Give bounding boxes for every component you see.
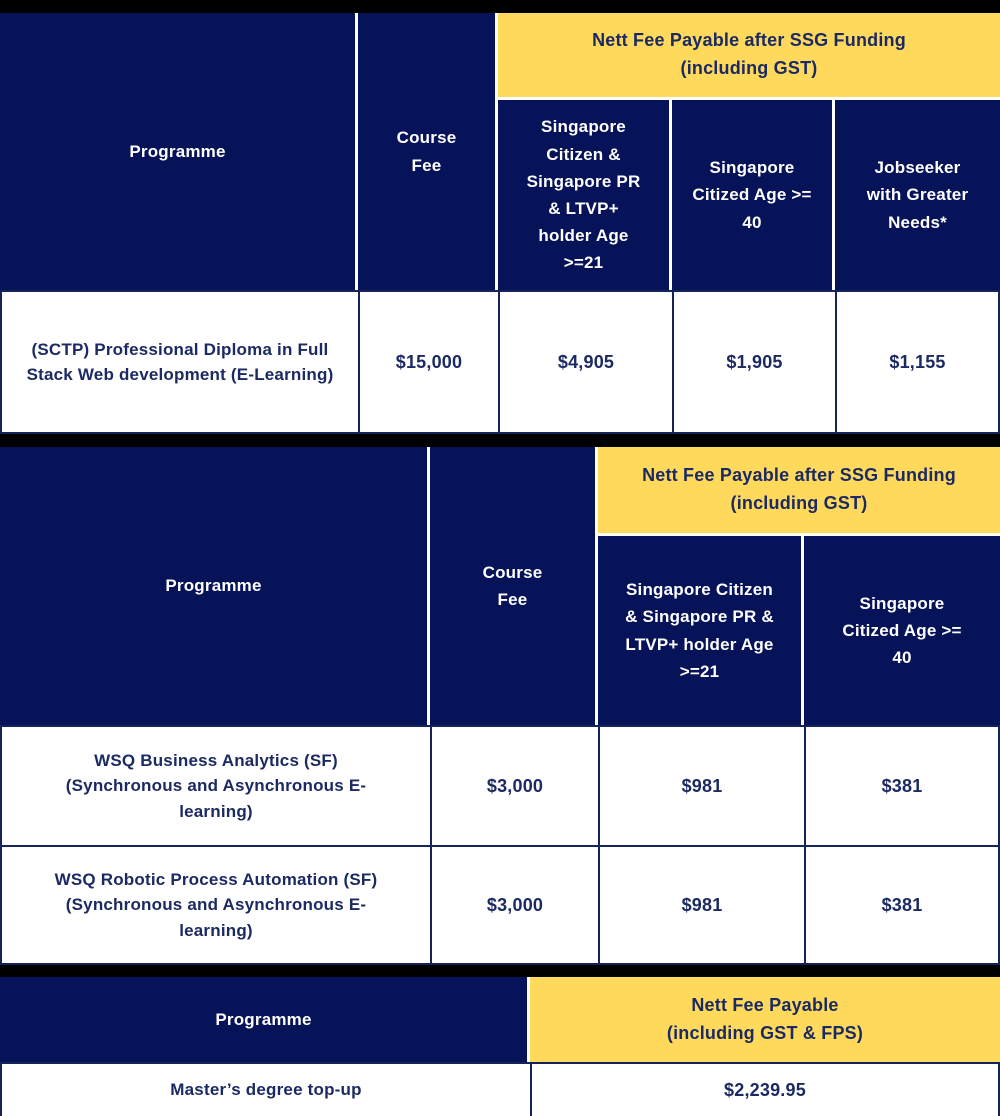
fee-value: $15,000 [395, 351, 463, 372]
fee-value: $3,000 [486, 894, 544, 915]
subheader-label: Jobseeker with Greater Needs* [866, 158, 969, 232]
nett-fee-cell: $2,239.95 [530, 1062, 1000, 1116]
course-fee-header-label: Course Fee [396, 128, 457, 175]
fee-value: $381 [881, 775, 923, 796]
nett-fee-header-cell: Nett Fee Payable after SSG Funding (incl… [498, 13, 1000, 100]
course-fee-header-label: Course Fee [482, 562, 543, 609]
programme-name: WSQ Robotic Process Automation (SF) (Syn… [54, 869, 378, 940]
subheader-cell-citizen-40: Singapore Citized Age >= 40 [804, 536, 1000, 725]
programme-cell: WSQ Robotic Process Automation (SF) (Syn… [0, 845, 430, 965]
subheader-label: Singapore Citized Age >= 40 [842, 593, 962, 668]
programme-name: Master’s degree top-up [170, 1080, 362, 1100]
subheader-cell-citizen-pr-ltvp: Singapore Citizen & Singapore PR & LTVP+… [598, 536, 804, 725]
nett-fee-header-label: Nett Fee Payable after SSG Funding (incl… [592, 30, 906, 78]
fee-value: $3,000 [486, 775, 544, 796]
nett-fee-cell-jobseeker: $1,155 [835, 290, 1000, 434]
middle-separator-bar-1 [0, 434, 1000, 447]
fee-value: $981 [681, 894, 723, 915]
nett-fee-header-label: Nett Fee Payable (including GST & FPS) [666, 994, 864, 1043]
fee-value: $4,905 [557, 351, 615, 372]
fees-table-sctp: Programme Course Fee Nett Fee Payable af… [0, 13, 1000, 434]
programme-header-cell: Programme [0, 13, 358, 290]
fee-value: $1,905 [726, 351, 783, 372]
fee-value: $2,239.95 [724, 1079, 806, 1100]
course-fee-cell: $15,000 [358, 290, 498, 434]
subheader-cell-citizen-pr-ltvp: Singapore Citizen & Singapore PR & LTVP+… [498, 100, 672, 290]
programme-header-cell: Programme [0, 977, 530, 1062]
fees-table-wsq: Programme Course Fee Nett Fee Payable af… [0, 447, 1000, 965]
fee-value: $981 [681, 775, 723, 796]
course-fee-header-cell: Course Fee [358, 13, 498, 290]
top-separator-bar [0, 0, 1000, 13]
programme-name: (SCTP) Professional Diploma in Full Stac… [26, 339, 334, 385]
fee-value: $381 [881, 894, 923, 915]
programme-header-cell: Programme [0, 447, 430, 725]
subheader-label: Singapore Citizen & Singapore PR & LTVP+… [526, 117, 641, 273]
subheader-label: Singapore Citizen & Singapore PR & LTVP+… [625, 580, 774, 681]
programme-header-label: Programme [165, 576, 262, 596]
programme-header-label: Programme [129, 141, 226, 161]
nett-fee-header-label: Nett Fee Payable after SSG Funding (incl… [642, 465, 956, 513]
programme-header-label: Programme [215, 1009, 312, 1029]
nett-fee-cell-citizen-40: $1,905 [672, 290, 835, 434]
subheader-cell-citizen-40: Singapore Citized Age >= 40 [672, 100, 835, 290]
nett-fee-header-cell: Nett Fee Payable after SSG Funding (incl… [598, 447, 1000, 536]
nett-fee-cell-citizen-pr-ltvp: $981 [598, 725, 804, 845]
nett-fee-cell-citizen-pr-ltvp: $4,905 [498, 290, 672, 434]
course-fee-cell: $3,000 [430, 845, 598, 965]
programme-name: WSQ Business Analytics (SF) (Synchronous… [65, 750, 367, 821]
middle-separator-bar-2 [0, 965, 1000, 977]
fees-table-masters: Programme Nett Fee Payable (including GS… [0, 977, 1000, 1116]
programme-cell: Master’s degree top-up [0, 1062, 530, 1116]
programme-cell: (SCTP) Professional Diploma in Full Stac… [0, 290, 358, 434]
programme-cell: WSQ Business Analytics (SF) (Synchronous… [0, 725, 430, 845]
fee-value: $1,155 [889, 351, 946, 372]
course-fee-cell: $3,000 [430, 725, 598, 845]
nett-fee-header-cell: Nett Fee Payable (including GST & FPS) [530, 977, 1000, 1062]
nett-fee-cell-citizen-40: $381 [804, 845, 1000, 965]
nett-fee-cell-citizen-pr-ltvp: $981 [598, 845, 804, 965]
course-fee-header-cell: Course Fee [430, 447, 598, 725]
subheader-label: Singapore Citized Age >= 40 [692, 158, 812, 232]
subheader-cell-jobseeker: Jobseeker with Greater Needs* [835, 100, 1000, 290]
nett-fee-cell-citizen-40: $381 [804, 725, 1000, 845]
